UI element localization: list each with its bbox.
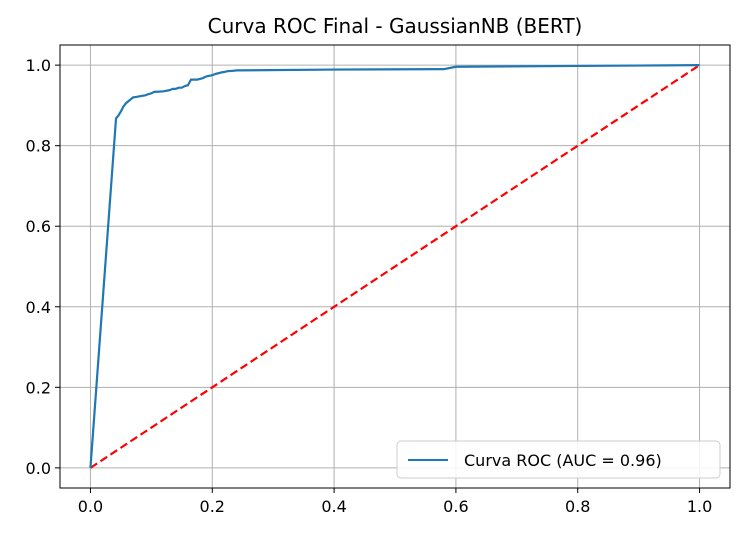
x-tick-label: 0.4	[321, 497, 346, 516]
legend-label-roc: Curva ROC (AUC = 0.96)	[464, 451, 662, 470]
y-tick-label: 0.8	[26, 137, 51, 156]
x-tick-label: 0.8	[565, 497, 590, 516]
plot-area-frame	[59, 44, 731, 489]
chart-title: Curva ROC Final - GaussianNB (BERT)	[208, 14, 583, 38]
y-tick-label: 0.0	[26, 459, 51, 478]
x-tick-label: 0.2	[200, 497, 225, 516]
legend-box	[396, 440, 721, 479]
y-tick-label: 0.2	[26, 378, 51, 397]
x-axis: 0.0 0.2 0.4 0.6 0.8 1.0	[78, 488, 712, 516]
legend: Curva ROC (AUC = 0.96)	[396, 440, 721, 479]
grid	[60, 45, 730, 488]
x-tick-label: 0.6	[443, 497, 468, 516]
random-classifier-diagonal-line	[89, 64, 701, 469]
series-layer	[89, 64, 701, 469]
y-axis: 0.0 0.2 0.4 0.6 0.8 1.0	[26, 56, 60, 478]
y-tick-label: 1.0	[26, 56, 51, 75]
x-tick-label: 0.0	[78, 497, 103, 516]
y-tick-label: 0.6	[26, 217, 51, 236]
roc-curve-line	[89, 64, 700, 468]
y-tick-label: 0.4	[26, 298, 51, 317]
x-tick-label: 1.0	[687, 497, 712, 516]
